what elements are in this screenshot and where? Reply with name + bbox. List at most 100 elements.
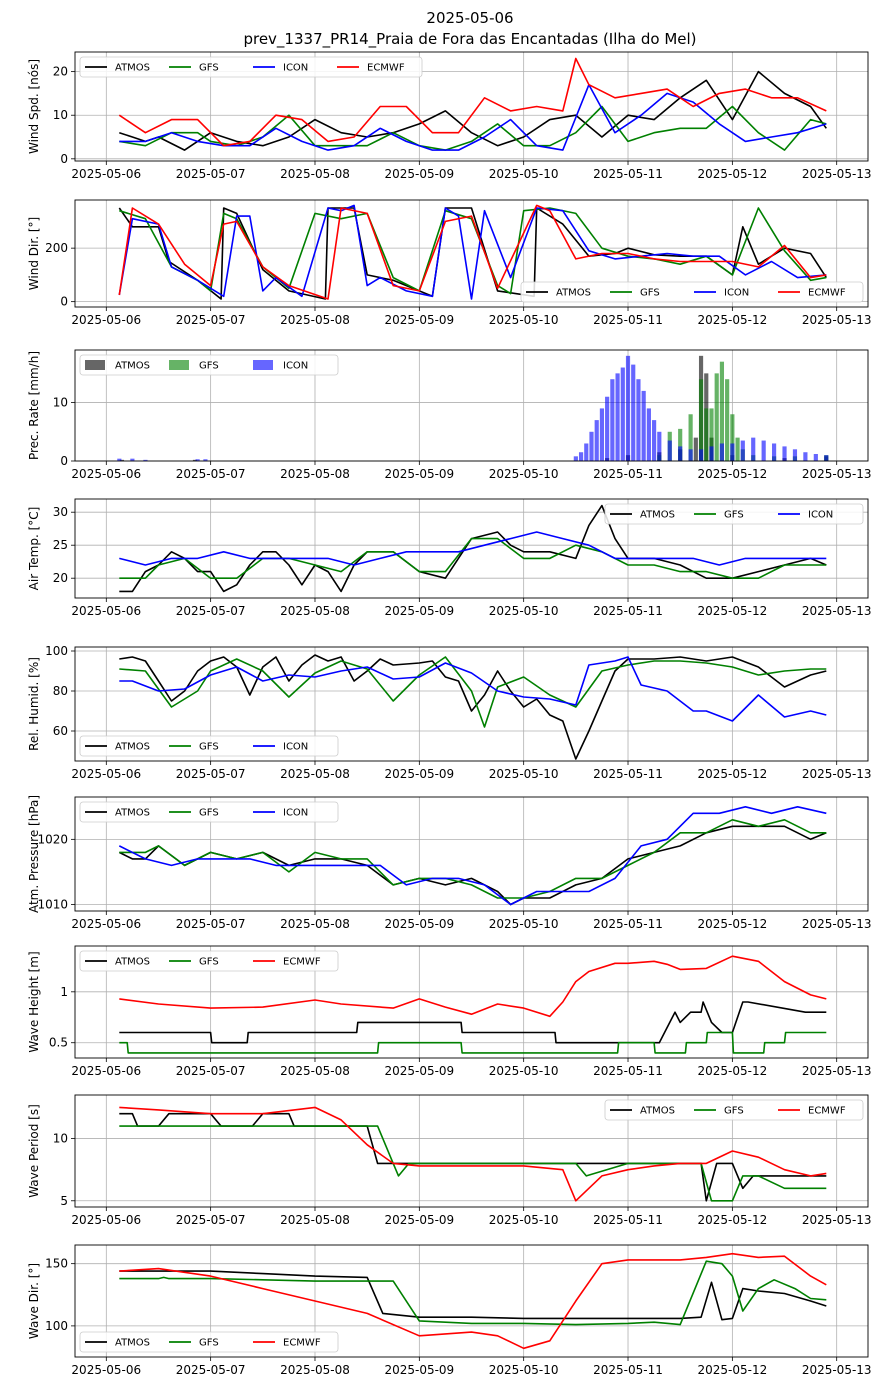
series-group (119, 1106, 827, 1202)
x-tick-label: 2025-05-12 (697, 1363, 767, 1377)
axes-frame (74, 1094, 869, 1208)
series-group (119, 654, 827, 760)
line-ecmwf (118, 57, 827, 147)
y-tick-label: 10 (53, 396, 68, 410)
legend-label-ecmwf: ECMWF (808, 288, 846, 299)
legend-label-atmos: ATMOS (115, 361, 150, 372)
legend-box (604, 503, 864, 525)
bar-icon (610, 379, 615, 461)
x-tick-label: 2025-05-12 (697, 1064, 767, 1078)
legend-label-ecmwf: ECMWF (808, 1106, 846, 1117)
y-tick-label: 0 (60, 295, 68, 309)
x-tick-label: 2025-05-07 (176, 313, 246, 327)
bar-atmos (119, 459, 125, 461)
x-tick-label: 2025-05-06 (71, 767, 141, 781)
y-tick-label: 200 (45, 241, 68, 255)
legend-label-icon: ICON (283, 742, 308, 753)
bar-icon (143, 459, 148, 461)
bar-icon (667, 440, 672, 461)
legend-label-ecmwf: ECMWF (367, 63, 405, 74)
x-tick-label: 2025-05-09 (384, 167, 454, 181)
panel-8: 2025-05-06 2025-05-07 2025-05-08 2025-05-09… (27, 1094, 872, 1227)
bar-atmos (192, 459, 198, 461)
x-tick-label: 2025-05-12 (697, 313, 767, 327)
bar-gfs (735, 437, 740, 461)
legend-label-atmos: ATMOS (115, 742, 150, 753)
bar-icon (730, 443, 735, 461)
bar-icon (573, 456, 578, 461)
x-tick-label: 2025-05-12 (697, 604, 767, 618)
y-tick-label: 20 (53, 65, 68, 79)
x-tick-label: 2025-05-06 (71, 167, 141, 181)
x-tick-label: 2025-05-13 (802, 917, 872, 931)
x-tick-label: 2025-05-08 (280, 167, 350, 181)
line-icon (119, 83, 827, 151)
legend: ATMOS GFS ECMWF (604, 1099, 864, 1121)
x-tick-label: 2025-05-11 (593, 604, 663, 618)
legend-label-gfs: GFS (199, 957, 219, 968)
panel-7: 2025-05-06 2025-05-07 2025-05-08 2025-05-09… (27, 945, 872, 1078)
bar-atmos (693, 437, 698, 461)
line-icon (118, 204, 827, 300)
x-tick-label: 2025-05-08 (280, 767, 350, 781)
bar-icon (589, 431, 594, 461)
bar-icon (625, 355, 631, 461)
x-tick-label: 2025-05-10 (489, 1363, 559, 1377)
legend-box (79, 56, 423, 78)
x-tick-label: 2025-05-10 (489, 1213, 559, 1227)
legend-label-icon: ICON (283, 361, 308, 372)
legend-box (79, 950, 339, 972)
legend-label-gfs: GFS (199, 361, 219, 372)
x-tick-label: 2025-05-06 (71, 1363, 141, 1377)
line-gfs (119, 818, 827, 899)
y-tick-label: 5 (60, 1194, 68, 1208)
x-tick-label: 2025-05-13 (802, 1363, 872, 1377)
axes-frame (74, 646, 869, 762)
x-tick-label: 2025-05-09 (384, 604, 454, 618)
y-axis-label: Wave Period [s] (27, 1104, 41, 1198)
legend-box (604, 1099, 864, 1121)
y-tick-label: 10 (53, 1132, 68, 1146)
bar-icon (605, 396, 610, 461)
y-tick-label: 20 (53, 571, 68, 585)
legend-label-icon: ICON (283, 63, 308, 74)
axes-frame (74, 1244, 869, 1358)
bar-icon (698, 449, 704, 461)
legend-label-icon: ICON (724, 288, 749, 299)
line-ecmwf (118, 204, 827, 300)
x-tick-label: 2025-05-07 (176, 1213, 246, 1227)
x-tick-label: 2025-05-06 (71, 1213, 141, 1227)
bar-icon (678, 446, 683, 461)
bar-icon (824, 455, 829, 461)
series-group (118, 204, 827, 300)
legend-box (79, 801, 339, 823)
y-axis-label: Rel. Humid. [%] (27, 657, 41, 751)
y-tick-label: 150 (45, 1257, 68, 1271)
x-tick-label: 2025-05-11 (593, 1213, 663, 1227)
legend: ATMOS GFS ICON (79, 354, 339, 376)
bar-icon (631, 364, 636, 461)
x-tick-label: 2025-05-08 (280, 917, 350, 931)
panel-9: 2025-05-06 2025-05-07 2025-05-08 2025-05-09… (27, 1244, 872, 1377)
x-tick-label: 2025-05-06 (71, 917, 141, 931)
legend-box (520, 281, 864, 303)
legend-label-ecmwf: ECMWF (283, 1338, 321, 1349)
y-axis-label: Wave Height [m] (27, 951, 41, 1052)
bar-icon (578, 452, 584, 461)
x-tick-label: 2025-05-08 (280, 604, 350, 618)
x-tick-label: 2025-05-07 (176, 1363, 246, 1377)
figure-title-station: prev_1337_PR14_Praia de Fora das Encanta… (243, 30, 696, 49)
line-icon (119, 656, 827, 722)
legend-label-gfs: GFS (724, 510, 744, 521)
y-tick-label: 10 (53, 108, 68, 122)
line-atmos (119, 1270, 827, 1321)
bar-icon (584, 443, 589, 461)
x-tick-label: 2025-05-10 (489, 313, 559, 327)
legend-label-atmos: ATMOS (115, 957, 150, 968)
x-tick-label: 2025-05-06 (71, 467, 141, 481)
line-atmos (119, 70, 827, 151)
bar-icon (652, 420, 657, 461)
legend: ATMOS GFS ICON ECMWF (79, 56, 423, 78)
y-tick-label: 1010 (37, 897, 68, 911)
